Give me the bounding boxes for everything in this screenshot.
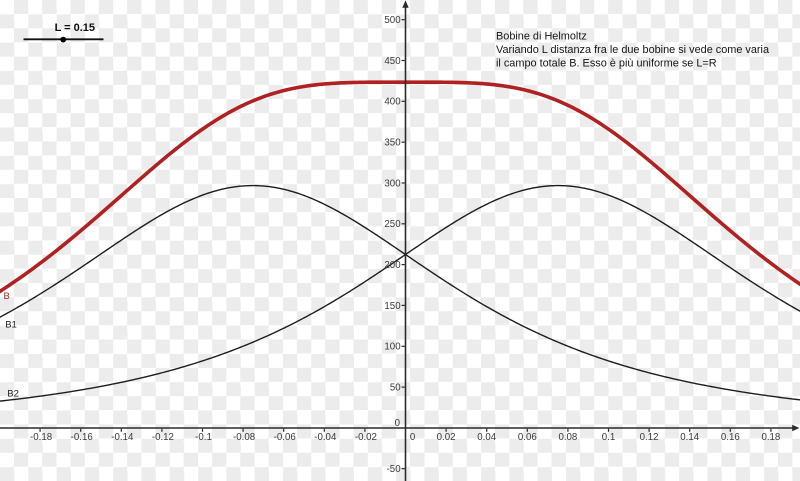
svg-text:-0.1: -0.1 [195,432,212,443]
svg-text:0: 0 [410,432,416,443]
svg-text:L = 0.15: L = 0.15 [55,22,95,34]
svg-text:0.08: 0.08 [558,432,577,443]
svg-text:B2: B2 [7,389,19,400]
svg-text:0.1: 0.1 [602,432,615,443]
svg-text:0.18: 0.18 [761,432,780,443]
svg-text:100: 100 [384,342,401,353]
svg-text:-0.02: -0.02 [355,432,377,443]
svg-text:250: 250 [384,219,401,230]
svg-text:450: 450 [384,56,401,67]
svg-text:0.12: 0.12 [640,432,659,443]
svg-text:50: 50 [390,383,401,394]
svg-text:0.02: 0.02 [437,432,456,443]
svg-text:-50: -50 [387,464,402,475]
svg-text:350: 350 [384,138,401,149]
svg-text:il campo totale B. Esso è più: il campo totale B. Esso è più uniforme s… [496,57,717,69]
svg-text:Bobine di Helmoltz: Bobine di Helmoltz [496,30,587,42]
svg-text:Variando L distanza fra le due: Variando L distanza fra le due bobine si… [496,44,770,56]
svg-text:-0.06: -0.06 [274,432,296,443]
svg-text:0.14: 0.14 [680,432,699,443]
svg-text:0: 0 [395,418,401,429]
svg-text:0.16: 0.16 [721,432,740,443]
svg-text:300: 300 [384,178,401,189]
svg-text:0.04: 0.04 [477,432,496,443]
svg-text:-0.12: -0.12 [152,432,174,443]
svg-text:150: 150 [384,301,401,312]
svg-text:500: 500 [384,15,401,26]
svg-text:B: B [4,291,10,302]
svg-text:400: 400 [384,97,401,108]
svg-text:-0.08: -0.08 [233,432,255,443]
svg-text:-0.16: -0.16 [71,432,93,443]
svg-text:-0.14: -0.14 [111,432,134,443]
svg-text:200: 200 [384,260,401,271]
svg-text:-0.18: -0.18 [30,432,52,443]
svg-text:-0.04: -0.04 [314,432,337,443]
svg-text:0.06: 0.06 [518,432,537,443]
svg-text:B1: B1 [5,319,17,330]
